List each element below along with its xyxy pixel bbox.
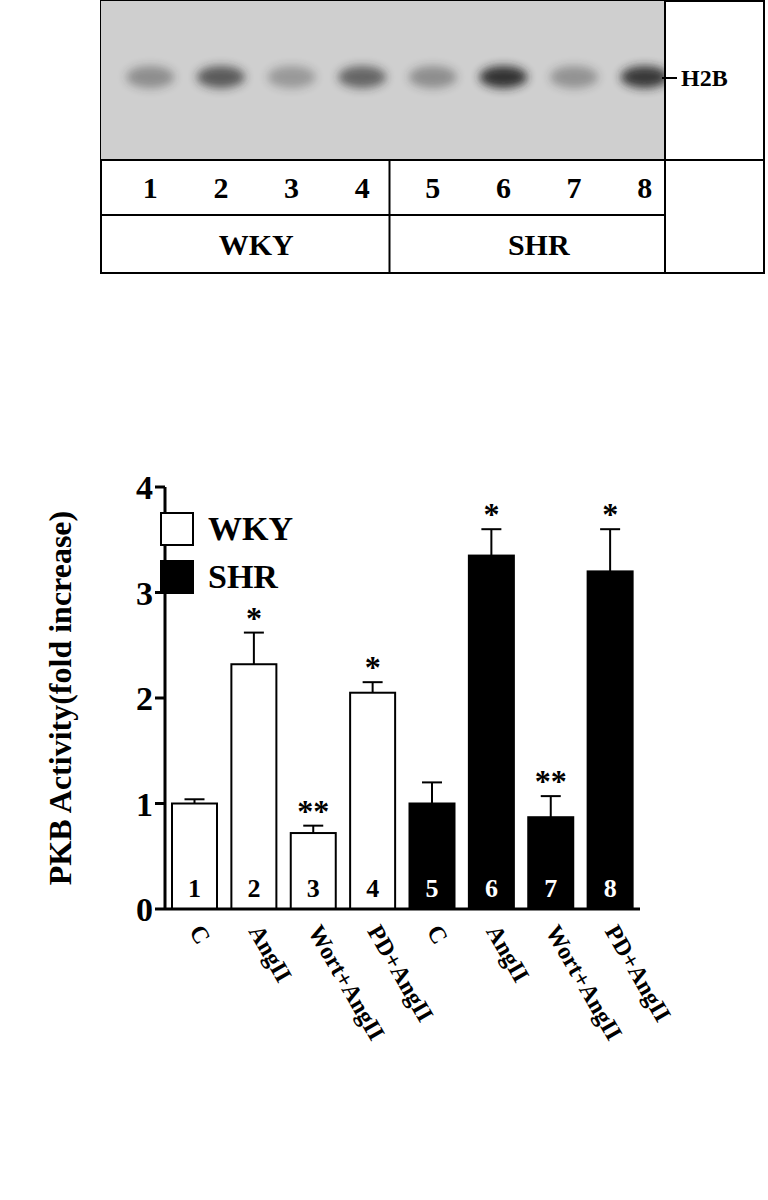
- svg-text:PKB Activity(fold increase): PKB Activity(fold increase): [42, 511, 78, 885]
- svg-text:2: 2: [136, 680, 153, 717]
- svg-text:*: *: [246, 600, 262, 636]
- svg-text:5: 5: [425, 171, 440, 204]
- svg-text:8: 8: [604, 874, 617, 903]
- svg-text:H2B: H2B: [681, 65, 728, 91]
- svg-text:Wort+AngII: Wort+AngII: [303, 920, 390, 1045]
- svg-text:6: 6: [485, 874, 498, 903]
- svg-text:C: C: [184, 921, 215, 949]
- svg-text:**: **: [297, 793, 329, 829]
- svg-text:4: 4: [366, 874, 379, 903]
- svg-text:7: 7: [544, 874, 557, 903]
- svg-text:4: 4: [136, 469, 153, 506]
- svg-text:SHR: SHR: [508, 228, 570, 261]
- svg-text:PD+AngII: PD+AngII: [600, 921, 676, 1027]
- svg-text:8: 8: [637, 171, 652, 204]
- svg-text:4: 4: [355, 171, 370, 204]
- svg-text:3: 3: [284, 171, 299, 204]
- svg-text:PD+AngII: PD+AngII: [362, 920, 439, 1027]
- svg-text:1: 1: [143, 171, 158, 204]
- svg-text:AngII: AngII: [481, 921, 534, 987]
- svg-text:1: 1: [136, 786, 153, 823]
- svg-text:1: 1: [188, 874, 201, 903]
- svg-text:*: *: [365, 649, 381, 685]
- svg-text:2: 2: [247, 874, 260, 903]
- svg-text:WKY: WKY: [219, 228, 294, 261]
- svg-text:**: **: [535, 763, 567, 799]
- svg-text:3: 3: [307, 874, 320, 903]
- svg-text:2: 2: [213, 171, 228, 204]
- svg-text:7: 7: [567, 171, 582, 204]
- html-text:WKY: WKY: [208, 510, 293, 547]
- svg-text:3: 3: [136, 575, 153, 612]
- svg-text:6: 6: [496, 171, 511, 204]
- svg-text:5: 5: [426, 874, 439, 903]
- svg-text:AngII: AngII: [244, 921, 297, 987]
- svg-text:C: C: [422, 921, 453, 949]
- svg-text:Wort+AngII: Wort+AngII: [540, 920, 628, 1045]
- svg-text:*: *: [483, 496, 499, 532]
- svg-text:0: 0: [136, 891, 153, 928]
- html-text:SHR: SHR: [208, 558, 278, 595]
- svg-text:*: *: [602, 496, 618, 532]
